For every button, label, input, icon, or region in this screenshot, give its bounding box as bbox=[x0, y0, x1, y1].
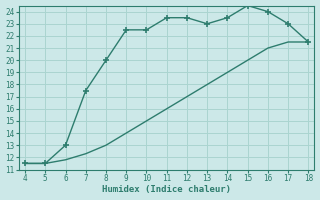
X-axis label: Humidex (Indice chaleur): Humidex (Indice chaleur) bbox=[102, 185, 231, 194]
